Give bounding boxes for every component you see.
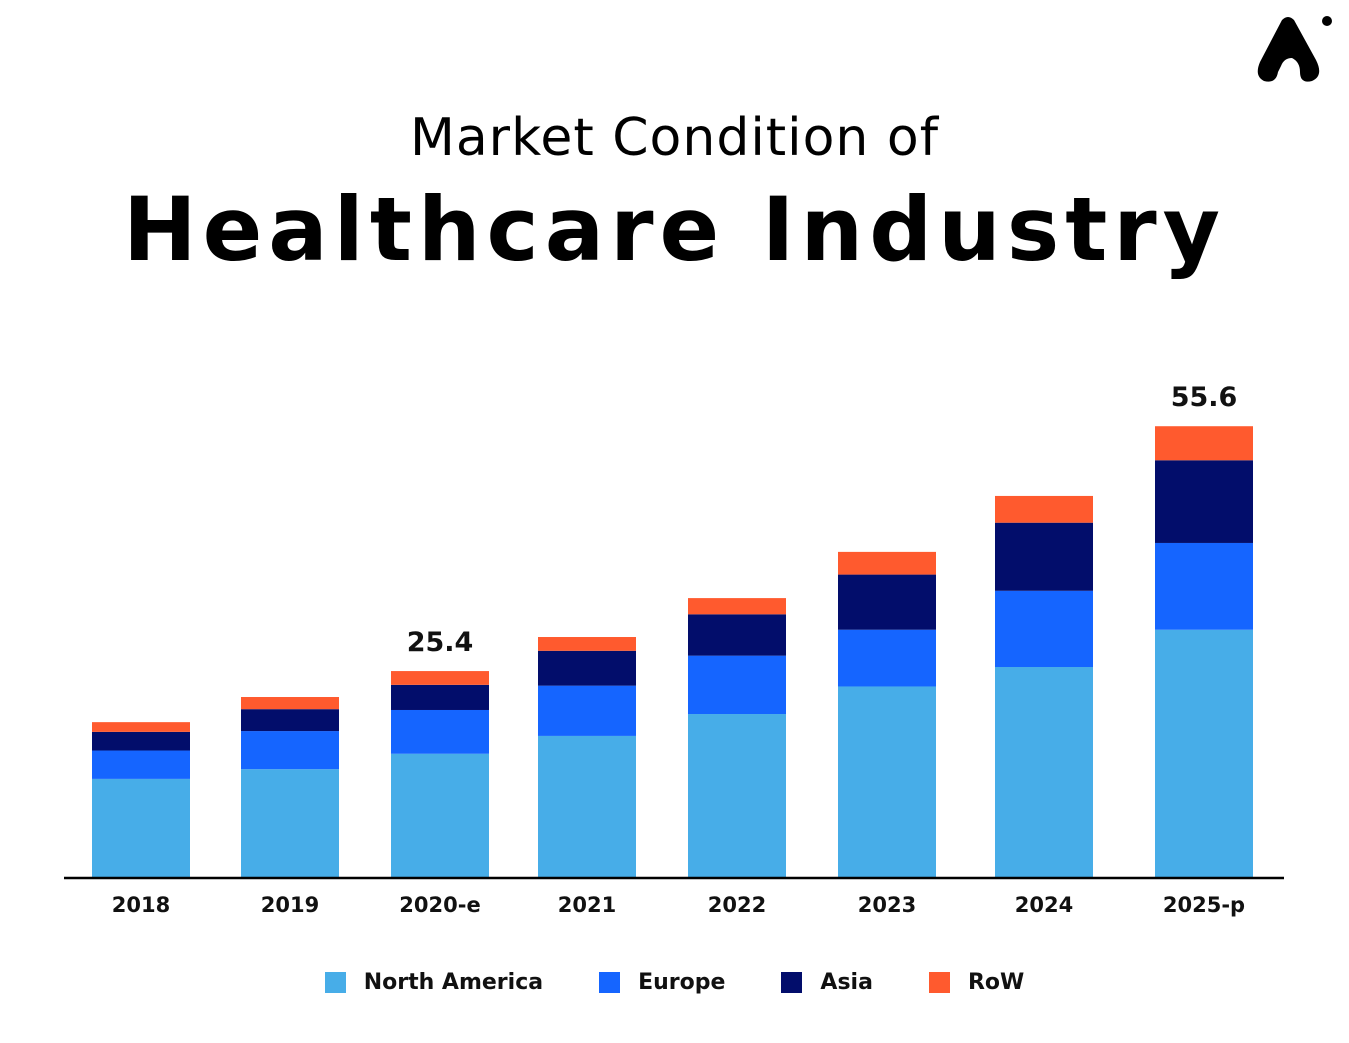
legend-label: Europe: [638, 970, 726, 995]
bar-segment: [688, 714, 786, 877]
x-tick-label: 2020-e: [399, 893, 480, 917]
bar-segment: [241, 697, 339, 710]
bar-segment: [688, 614, 786, 656]
bar-segment: [995, 590, 1093, 668]
legend-item: North America: [324, 970, 544, 995]
bar-segment: [241, 731, 339, 770]
bar-segment: [995, 495, 1093, 523]
data-label: 55.6: [1171, 382, 1238, 413]
data-label: 25.4: [407, 627, 474, 658]
bar-segment: [241, 709, 339, 732]
bar-segment: [92, 750, 190, 779]
bar-segment: [995, 667, 1093, 877]
bar-segment: [1155, 460, 1253, 543]
bar-segment: [1155, 426, 1253, 461]
legend-label: RoW: [967, 970, 1025, 995]
legend-swatch: [928, 972, 950, 993]
legend-swatch: [599, 972, 621, 993]
bar-segment: [538, 735, 636, 877]
bar-segment: [688, 598, 786, 615]
legend-item: Europe: [599, 970, 725, 995]
bar-segment: [241, 769, 339, 877]
bar-segment: [538, 650, 636, 686]
bar-segment: [838, 574, 936, 630]
bar-segment: [92, 731, 190, 751]
bar-segment: [391, 753, 489, 877]
legend-item: RoW: [928, 970, 1025, 995]
chart-title: Healthcare Industry: [122, 178, 1227, 281]
bar-segment: [538, 685, 636, 736]
bar-segment: [391, 684, 489, 710]
x-tick-label: 2019: [261, 893, 319, 917]
bar-segment: [838, 629, 936, 687]
bar-segment: [1155, 629, 1253, 877]
bar-segment: [838, 686, 936, 877]
legend-item: Asia: [781, 970, 873, 995]
x-tick-label: 2018: [112, 893, 170, 917]
x-tick-label: 2024: [1015, 893, 1073, 917]
bar-segment: [995, 522, 1093, 591]
bar-segment: [391, 671, 489, 685]
legend-label: North America: [363, 970, 544, 995]
legend-swatch: [324, 972, 346, 993]
x-tick-label: 2022: [708, 893, 766, 917]
chart-subtitle: Market Condition of: [409, 108, 940, 168]
bar-segment: [391, 709, 489, 754]
x-tick-label: 2025-p: [1163, 893, 1245, 917]
legend-swatch: [781, 972, 803, 993]
x-tick-label: 2021: [558, 893, 616, 917]
x-tick-label: 2023: [858, 893, 916, 917]
legend: North America Europe Asia RoW: [0, 970, 1349, 995]
brand-logo: [1257, 16, 1332, 82]
bar-segment: [538, 637, 636, 651]
bar-segment: [838, 551, 936, 575]
bar-segment: [688, 655, 786, 715]
legend-label: Asia: [820, 970, 873, 995]
bar-segment: [92, 722, 190, 732]
bar-segment: [1155, 542, 1253, 630]
bar-segment: [92, 778, 190, 877]
